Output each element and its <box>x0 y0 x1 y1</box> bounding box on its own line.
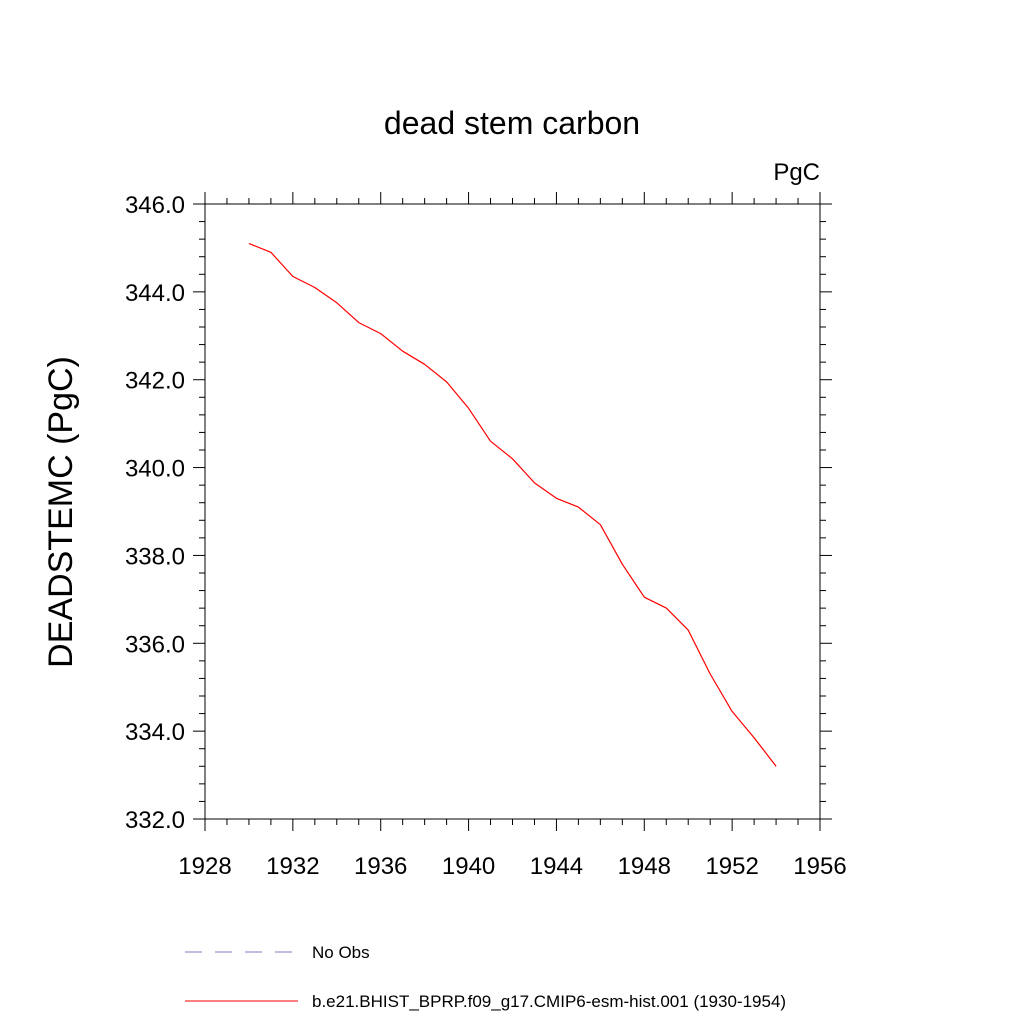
x-tick-label: 1948 <box>618 853 671 880</box>
x-tick-label: 1944 <box>530 853 583 880</box>
axis-ticks: 1928 1932 1936 1940 1944 1948 1952 1956 332.0 334… <box>125 192 847 880</box>
x-tick-label: 1936 <box>354 853 407 880</box>
chart-title: dead stem carbon <box>384 105 640 141</box>
y-tick-label: 334.0 <box>125 719 185 746</box>
legend-label-model: b.e21.BHIST_BPRP.f09_g17.CMIP6-esm-hist.… <box>312 992 786 1011</box>
y-tick-label: 332.0 <box>125 807 185 834</box>
x-tick-label: 1952 <box>705 853 758 880</box>
y-tick-label: 346.0 <box>125 192 185 219</box>
y-tick-label: 336.0 <box>125 631 185 658</box>
series-layer <box>248 242 777 767</box>
legend: No Obs b.e21.BHIST_BPRP.f09_g17.CMIP6-es… <box>185 943 786 1011</box>
x-tick-label: 1956 <box>793 853 846 880</box>
legend-label-no-obs: No Obs <box>312 943 370 962</box>
y-tick-label: 338.0 <box>125 543 185 570</box>
series-line-0 <box>248 242 777 767</box>
units-label: PgC <box>773 159 820 186</box>
y-axis-label: DEADSTEMC (PgC) <box>42 356 80 668</box>
x-tick-label: 1932 <box>266 853 319 880</box>
y-tick-label: 340.0 <box>125 456 185 483</box>
y-tick-label: 344.0 <box>125 280 185 307</box>
x-tick-label: 1940 <box>442 853 495 880</box>
plot-frame <box>204 203 821 820</box>
x-tick-label: 1928 <box>178 853 231 880</box>
y-tick-label: 342.0 <box>125 368 185 395</box>
